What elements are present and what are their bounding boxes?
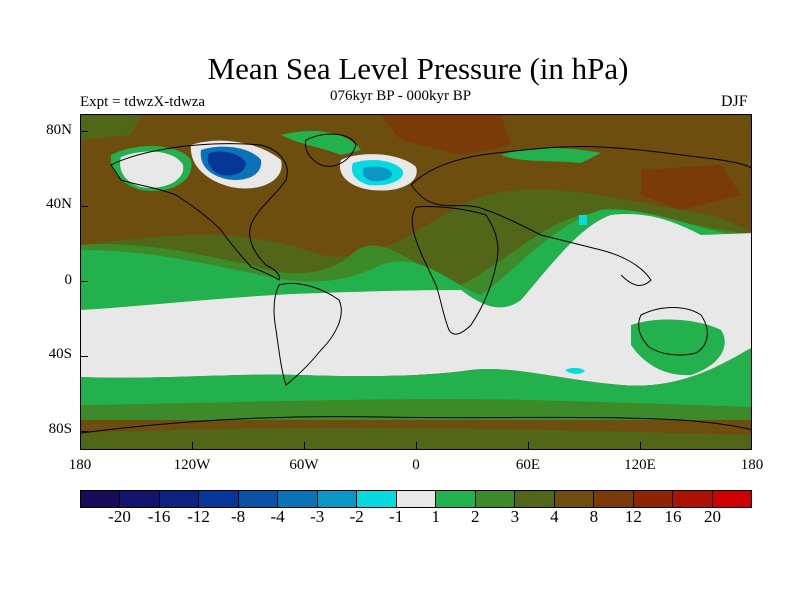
pressure-anomaly-map [81,115,751,449]
colorbar-label: -3 [310,507,325,526]
lon-label-120w: 120W [173,457,211,473]
colorbar-label: -2 [349,507,364,526]
lat-label-40s: 40S [48,346,72,362]
lon-label-0: 0 [412,457,420,473]
lon-tick [640,442,641,450]
colorbar-swatch [515,491,555,507]
colorbar-label: 20 [703,507,721,526]
lon-tick [304,442,305,450]
lat-tick [80,131,88,132]
chart-title: Mean Sea Level Pressure (in hPa) [207,51,629,86]
lon-label-180w: 180 [68,457,92,473]
colorbar-swatch [673,491,713,507]
lat-tick [80,431,88,432]
northern-low-region [120,151,184,188]
colorbar-swatch [199,491,239,507]
colorbar-swatch [475,491,516,507]
colorbar-swatch [238,491,279,507]
colorbar-swatch [396,491,437,507]
lat-tick [80,281,88,282]
lon-tick [416,442,417,450]
colorbar-swatch [357,491,397,507]
colorbar-swatch [159,491,200,507]
lon-tick [528,442,529,450]
colorbar-label: -4 [270,507,285,526]
colorbar-label: -1 [389,507,404,526]
colorbar-swatch [594,491,634,507]
colorbar-label: 16 [664,507,682,526]
colorbar-label: -8 [231,507,246,526]
lon-tick [192,442,193,450]
colorbar-swatch [120,491,160,507]
colorbar-label: -20 [108,507,131,526]
lon-label-180e: 180 [740,457,764,473]
near-zero-region [81,214,751,386]
colorbar-swatch [554,491,595,507]
colorbar-label: -12 [187,507,210,526]
colorbar-swatch [436,491,476,507]
colorbar-swatch [317,491,358,507]
colorbar-swatch [278,491,318,507]
colorbar-label: -16 [147,507,171,526]
coastlines [81,133,751,434]
colorbar-label: 3 [510,507,520,526]
colorbar-swatch [633,491,674,507]
colorbar-swatch [81,491,121,507]
lon-label-120e: 120E [624,457,656,473]
colorbar-label: 1 [431,507,441,526]
lat-label-80n: 80N [46,122,72,138]
lon-label-60w: 60W [289,457,319,473]
season-label: DJF [721,93,748,110]
lat-tick [80,206,88,207]
colorbar [80,490,752,508]
colorbar-label: 8 [589,507,599,526]
lat-label-40n: 40N [46,196,72,212]
experiment-label: Expt = tdwzX-tdwza [80,94,206,110]
lon-label-60e: 60E [515,457,541,473]
colorbar-label: 12 [624,507,642,526]
lat-label-80s: 80S [48,421,72,437]
colorbar-swatch [712,491,751,507]
lat-label-0: 0 [64,272,73,288]
colorbar-label: 4 [550,507,559,526]
colorbar-label: 2 [471,507,480,526]
high-anomaly-region [381,115,511,155]
chart-subtitle: 076kyr BP - 000kyr BP [330,88,472,104]
lat-tick [80,356,88,357]
map-panel [80,114,752,450]
